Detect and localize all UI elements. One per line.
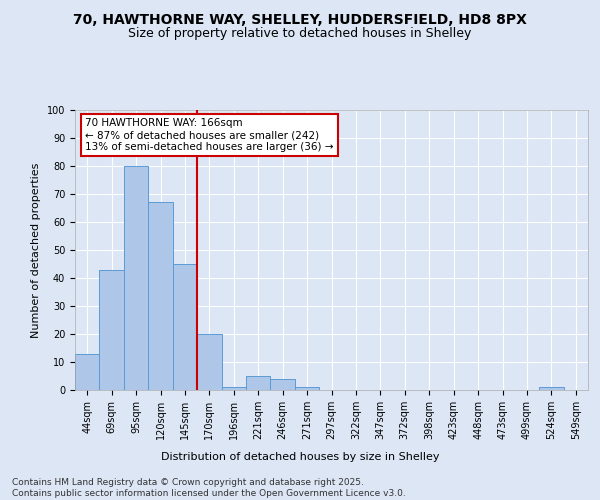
Bar	[539, 387, 563, 390]
Bar	[124, 166, 148, 390]
Bar	[75, 354, 100, 390]
Bar	[100, 270, 124, 390]
Text: 70 HAWTHORNE WAY: 166sqm
← 87% of detached houses are smaller (242)
13% of semi-: 70 HAWTHORNE WAY: 166sqm ← 87% of detach…	[85, 118, 334, 152]
Bar	[148, 202, 173, 390]
Text: 70, HAWTHORNE WAY, SHELLEY, HUDDERSFIELD, HD8 8PX: 70, HAWTHORNE WAY, SHELLEY, HUDDERSFIELD…	[73, 12, 527, 26]
Y-axis label: Number of detached properties: Number of detached properties	[31, 162, 41, 338]
Text: Contains HM Land Registry data © Crown copyright and database right 2025.
Contai: Contains HM Land Registry data © Crown c…	[12, 478, 406, 498]
Bar	[271, 379, 295, 390]
Text: Size of property relative to detached houses in Shelley: Size of property relative to detached ho…	[128, 28, 472, 40]
Text: Distribution of detached houses by size in Shelley: Distribution of detached houses by size …	[161, 452, 439, 462]
Bar	[173, 264, 197, 390]
Bar	[295, 387, 319, 390]
Bar	[246, 376, 271, 390]
Bar	[221, 387, 246, 390]
Bar	[197, 334, 221, 390]
